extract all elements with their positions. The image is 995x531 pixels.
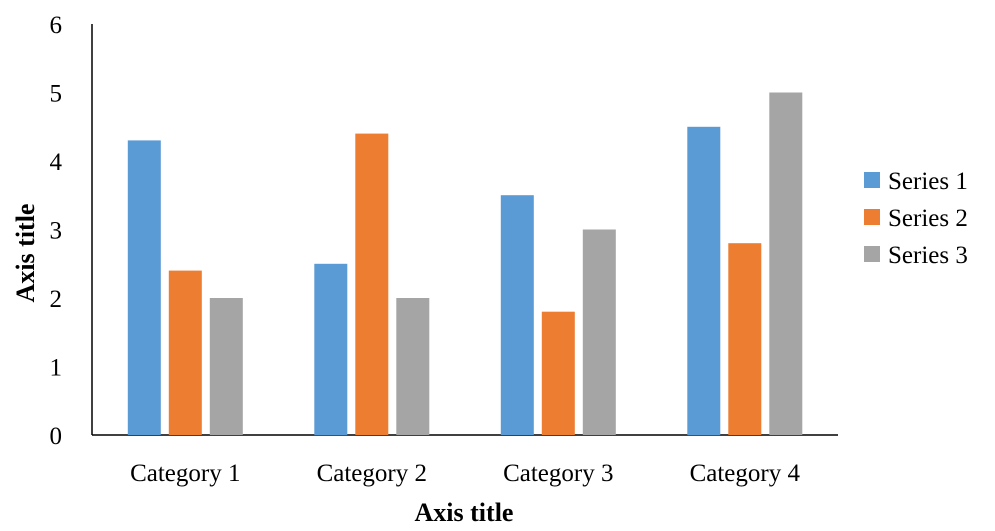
y-ticks: 0 1 2 3 4 5 6 [50, 12, 63, 450]
legend-label-series1: Series 1 [888, 168, 968, 195]
bar-series3-category4 [769, 92, 803, 435]
bar-series1-category2 [314, 263, 348, 436]
x-tick-label: Category 2 [317, 460, 427, 487]
x-tick-label: Category 3 [503, 460, 613, 487]
y-tick-label: 5 [50, 81, 63, 108]
legend-label-series2: Series 2 [888, 205, 968, 232]
x-axis-title: Axis title [415, 498, 514, 527]
y-tick-label: 3 [50, 218, 63, 245]
y-axis-title: Axis title [11, 204, 40, 303]
bar-series2-category1 [168, 270, 202, 435]
legend-swatch-series3 [864, 246, 880, 262]
legend-swatch-series2 [864, 209, 880, 225]
bars [127, 92, 803, 436]
y-tick-label: 1 [50, 355, 63, 382]
bar-series1-category1 [127, 140, 161, 435]
x-tick-label: Category 1 [130, 460, 240, 487]
bar-series3-category2 [396, 298, 430, 435]
bar-series1-category4 [687, 126, 721, 436]
legend-label-series3: Series 3 [888, 242, 968, 269]
bar-series3-category3 [582, 229, 616, 435]
bar-series2-category2 [355, 133, 389, 435]
x-ticks: Category 1 Category 2 Category 3 Category 4 [130, 460, 800, 487]
bar-series1-category3 [500, 195, 534, 435]
y-tick-label: 2 [50, 286, 63, 313]
x-tick-label: Category 4 [690, 460, 801, 487]
y-tick-label: 4 [50, 149, 63, 176]
legend-swatch-series1 [864, 172, 880, 188]
legend: Series 1 Series 2 Series 3 [864, 168, 968, 269]
bar-series2-category4 [728, 243, 762, 435]
bar-series2-category3 [541, 311, 575, 435]
bar-series3-category1 [209, 298, 243, 435]
y-tick-label: 6 [50, 12, 63, 39]
y-tick-label: 0 [50, 423, 63, 450]
